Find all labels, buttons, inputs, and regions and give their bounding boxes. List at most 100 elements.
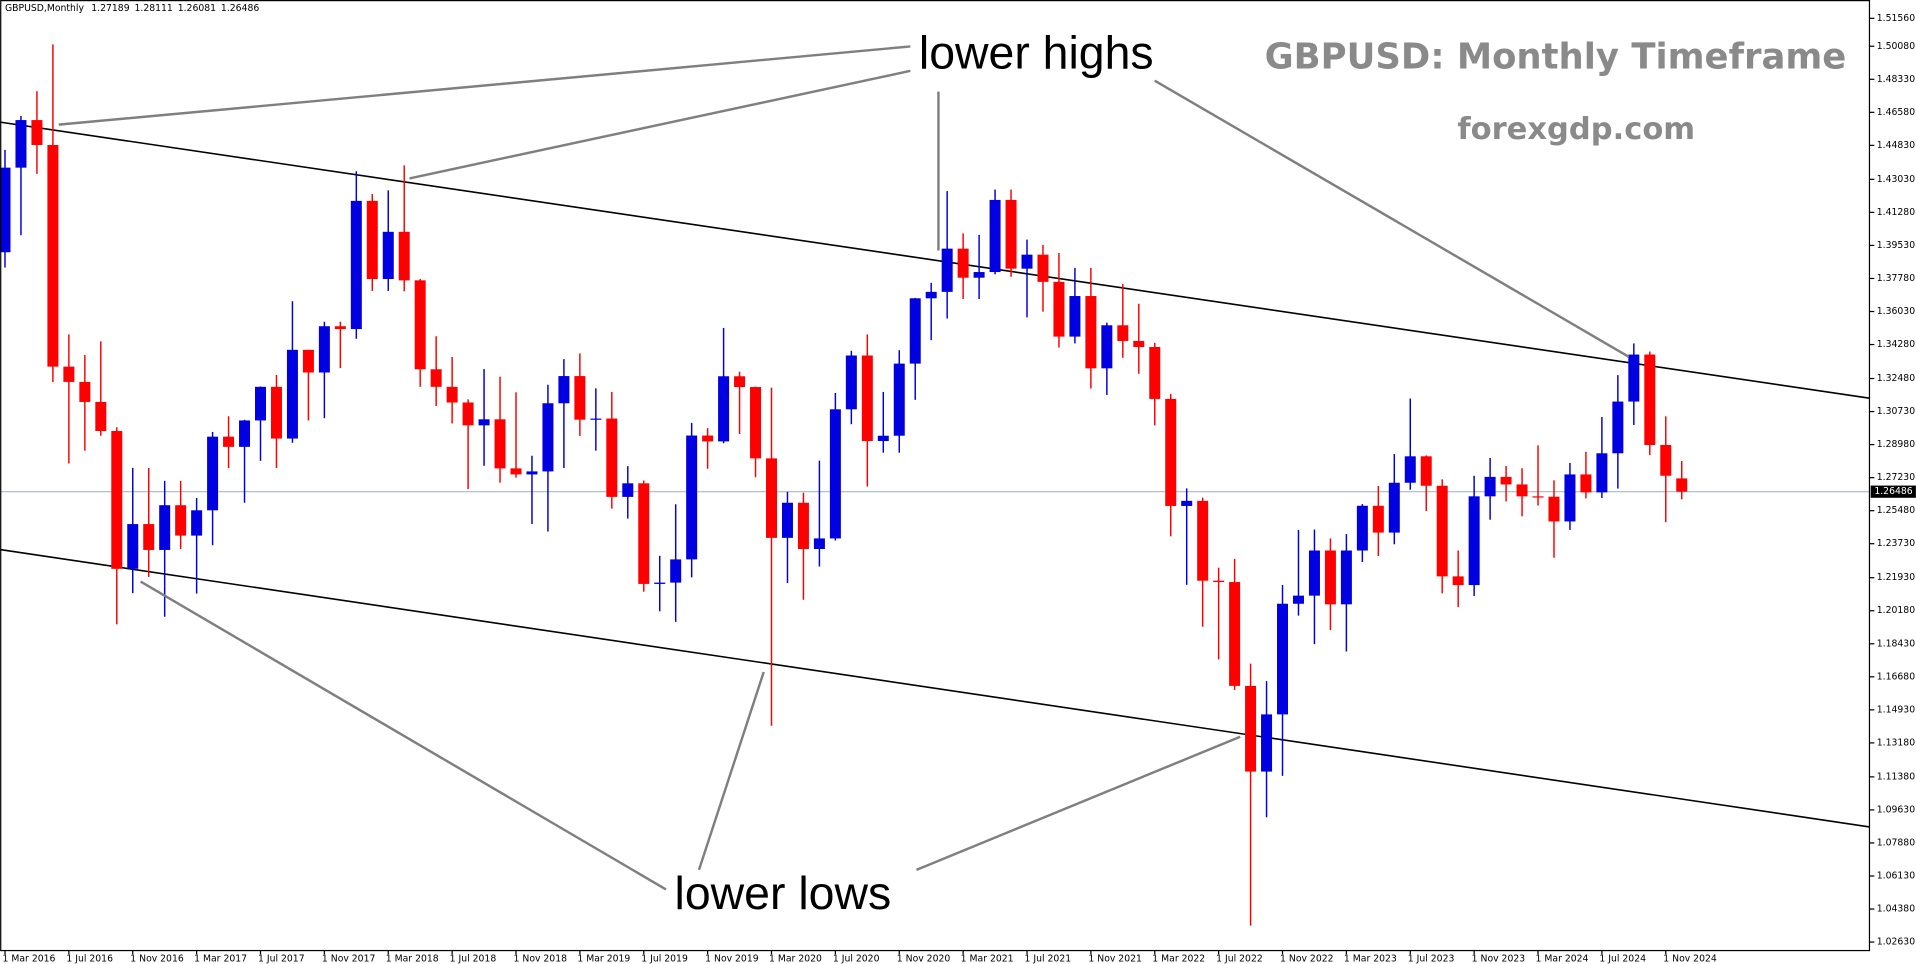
current-price-label: 1.26486 — [1874, 486, 1912, 497]
y-tick-label: 1.30730 — [1877, 406, 1915, 417]
x-tick-label: 1 Mar 2018 — [386, 954, 439, 964]
candle-body — [175, 505, 187, 536]
x-tick-label: 1 Mar 2016 — [3, 954, 56, 964]
candle-body — [1053, 281, 1065, 337]
candle-body — [191, 510, 203, 536]
chart-header: GBPUSD,Monthly 1.27189 1.28111 1.26081 1.264… — [5, 3, 259, 14]
candle-body — [686, 435, 698, 560]
candle-body — [414, 280, 426, 370]
candle-body — [989, 199, 1001, 273]
x-tick-label: 1 Nov 2017 — [322, 954, 376, 964]
candle-body — [1069, 296, 1081, 337]
candle-body — [1229, 582, 1241, 686]
candle-body — [1308, 550, 1320, 596]
candle-body — [797, 502, 809, 550]
header-low: 1.26081 — [178, 3, 216, 14]
candle-body — [622, 483, 634, 497]
candle-body — [1420, 456, 1432, 486]
candle-body — [750, 387, 762, 459]
x-tick-label: 1 Jul 2018 — [450, 954, 497, 964]
candle-body — [542, 403, 554, 472]
candle-body — [63, 366, 75, 382]
x-tick-label: 1 Nov 2024 — [1663, 954, 1717, 964]
candle-body — [1021, 254, 1033, 269]
candle-body — [893, 363, 905, 436]
chart-subtitle: forexgdp.com — [1457, 112, 1695, 147]
candle-body — [207, 436, 219, 511]
y-tick-label: 1.39530 — [1877, 240, 1915, 251]
candle-body — [47, 144, 59, 367]
x-tick-label: 1 Mar 2021 — [961, 954, 1014, 964]
candle-body — [1277, 603, 1289, 715]
candle-body — [909, 298, 921, 364]
candle-body — [159, 505, 171, 550]
y-tick-label: 1.14930 — [1877, 704, 1915, 715]
candle-body — [462, 402, 474, 426]
candle-body — [1245, 685, 1257, 772]
candle-body — [1484, 476, 1496, 497]
candle-body — [223, 436, 235, 447]
candle-body — [813, 538, 825, 550]
candle-body — [79, 381, 91, 402]
x-tick-label: 1 Jul 2024 — [1599, 954, 1646, 964]
candle-body — [1292, 595, 1304, 604]
channel-line — [0, 121, 1870, 399]
pointer-line — [915, 735, 1241, 872]
candle-body — [1452, 576, 1464, 586]
candle-body — [334, 326, 346, 330]
chart-title: GBPUSD: Monthly Timeframe — [1265, 37, 1847, 78]
candle-body — [957, 248, 969, 278]
candle-body — [1324, 550, 1336, 605]
candle-body — [1340, 550, 1352, 605]
candle-body — [845, 355, 857, 410]
candle-body — [111, 431, 123, 569]
candle-body — [1197, 500, 1209, 581]
candle-body — [430, 369, 442, 387]
candle-body — [1628, 354, 1640, 402]
y-tick-label: 1.51560 — [1877, 13, 1915, 24]
y-tick-label: 1.11380 — [1877, 771, 1915, 782]
candle-body — [1181, 500, 1193, 506]
candle-body — [1596, 453, 1608, 493]
pointer-line — [139, 580, 667, 891]
pointer-line — [409, 69, 911, 180]
y-tick-label: 1.50080 — [1877, 41, 1915, 52]
candle-body — [1165, 398, 1177, 506]
candle-body — [925, 291, 937, 299]
header-close: 1.26486 — [221, 3, 259, 14]
x-tick-label: 1 Jul 2016 — [66, 954, 113, 964]
candle-body — [877, 435, 889, 442]
candle-body — [941, 248, 953, 292]
candle-body — [526, 471, 538, 475]
x-tick-label: 1 Nov 2021 — [1088, 954, 1142, 964]
annotation-pointers — [58, 45, 1630, 891]
candle-body — [1261, 714, 1273, 772]
y-tick-label: 1.27230 — [1877, 472, 1915, 483]
candle-body — [143, 524, 155, 550]
y-tick-label: 1.46580 — [1877, 107, 1915, 118]
candle-body — [31, 120, 43, 145]
candle-body — [255, 386, 266, 421]
candle-body — [1404, 456, 1416, 483]
candle-body — [973, 272, 985, 278]
candle-body — [1213, 580, 1225, 583]
candle-body — [1580, 474, 1592, 493]
y-tick-label: 1.06130 — [1877, 870, 1915, 881]
candle-body — [590, 418, 602, 420]
x-tick-label: 1 Nov 2018 — [514, 954, 568, 964]
y-tick-label: 1.21930 — [1877, 572, 1915, 583]
candle-body — [766, 458, 778, 538]
y-tick-label: 1.18430 — [1877, 638, 1915, 649]
x-tick-label: 1 Mar 2017 — [194, 954, 247, 964]
y-tick-label: 1.16680 — [1877, 671, 1915, 682]
pointer-line — [58, 45, 911, 126]
x-tick-label: 1 Nov 2020 — [897, 954, 951, 964]
candle-body — [270, 386, 282, 439]
x-tick-label: 1 Mar 2023 — [1344, 954, 1397, 964]
candle-body — [1660, 444, 1672, 476]
candle-body — [1388, 482, 1400, 533]
candle-body — [1644, 354, 1656, 445]
y-tick-label: 1.09630 — [1877, 804, 1915, 815]
y-tick-label: 1.07880 — [1877, 837, 1915, 848]
y-tick-label: 1.20180 — [1877, 605, 1915, 616]
